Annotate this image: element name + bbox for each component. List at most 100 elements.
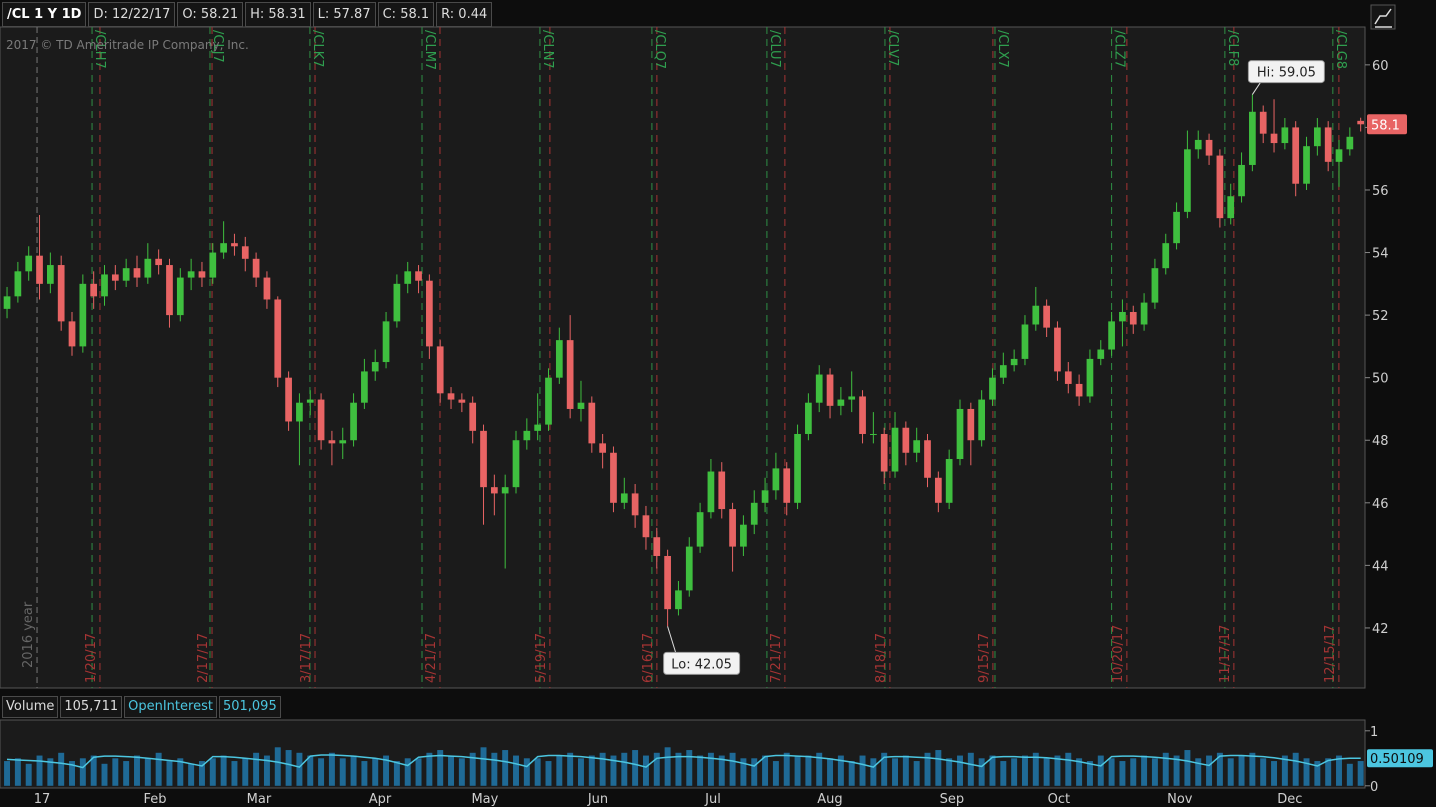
x-tick-label: Dec bbox=[1277, 792, 1302, 807]
oi-last-label: 0.50109 bbox=[1370, 752, 1424, 767]
candle-body bbox=[1086, 358, 1094, 397]
draw-tool-glyph bbox=[1374, 8, 1392, 28]
contract-label: /CLN7 bbox=[540, 30, 555, 69]
expiration-label: 5/19/17 bbox=[534, 633, 549, 683]
y-tick-label: 44 bbox=[1372, 559, 1389, 574]
year-label: 2016 year bbox=[21, 601, 36, 668]
volume-name: Volume bbox=[2, 696, 59, 718]
volume-bar bbox=[1206, 755, 1213, 786]
candle-body bbox=[68, 321, 76, 347]
candle-body bbox=[978, 399, 986, 441]
candle-body bbox=[436, 346, 444, 394]
volume-bar bbox=[361, 761, 368, 786]
lo-box bbox=[663, 651, 741, 675]
candle-body bbox=[1021, 324, 1029, 359]
volume-bar bbox=[1357, 761, 1364, 786]
y-tick-label: 48 bbox=[1372, 434, 1389, 449]
candle-body bbox=[1097, 349, 1105, 359]
volume-bar bbox=[534, 758, 541, 786]
lo-pointer bbox=[667, 626, 677, 653]
candle-body bbox=[1173, 211, 1180, 244]
x-tick-label: Jun bbox=[587, 792, 608, 807]
volume-bar bbox=[79, 758, 86, 786]
volume-bar bbox=[458, 758, 465, 786]
candle-body bbox=[166, 265, 173, 316]
candle-body bbox=[761, 490, 769, 503]
candle-body bbox=[1270, 133, 1278, 144]
volume-bar bbox=[426, 752, 433, 786]
volume-bar bbox=[783, 752, 790, 786]
volume-bar bbox=[177, 758, 184, 786]
open-interest-line bbox=[6, 754, 1361, 769]
contract-label: /CLH7 bbox=[92, 30, 107, 69]
candle-body bbox=[1162, 243, 1170, 269]
expiration-label: 6/16/17 bbox=[641, 633, 656, 683]
volume-bar bbox=[697, 755, 704, 786]
candle-body bbox=[155, 258, 163, 266]
volume-bar bbox=[69, 761, 75, 786]
candle-body bbox=[620, 493, 628, 503]
candle-body bbox=[815, 374, 823, 403]
volume-bar bbox=[577, 758, 584, 786]
volume-bar bbox=[545, 761, 552, 786]
volume-header: Volume 105,711 OpenInterest 501,095 bbox=[0, 696, 281, 718]
contract-label: /CLG8 bbox=[1333, 30, 1348, 69]
candle-body bbox=[1054, 327, 1061, 372]
candle-body bbox=[339, 440, 347, 444]
symbol[interactable]: /CL 1 Y 1D bbox=[2, 2, 87, 27]
volume-bar bbox=[448, 755, 455, 786]
candle-body bbox=[79, 283, 87, 347]
volume-bar bbox=[1086, 761, 1093, 786]
volume-bar bbox=[1021, 755, 1028, 786]
volume-bar bbox=[36, 755, 43, 786]
volume-bar bbox=[588, 755, 595, 786]
candle-body bbox=[1151, 268, 1159, 303]
volume-value: 105,711 bbox=[60, 696, 123, 718]
oi-value: 501,095 bbox=[218, 696, 281, 718]
volume-bar bbox=[664, 747, 671, 786]
candle-body bbox=[599, 443, 606, 453]
volume-bar bbox=[502, 750, 509, 786]
volume-bar bbox=[740, 758, 747, 786]
volume-bar bbox=[816, 752, 823, 786]
candle-body bbox=[90, 283, 98, 297]
volume-bar bbox=[762, 755, 769, 786]
candle-body bbox=[371, 362, 379, 372]
expiration-label: 3/17/17 bbox=[299, 633, 314, 683]
volume-bar bbox=[112, 758, 119, 786]
candle-body bbox=[1303, 146, 1310, 184]
candle-body bbox=[469, 402, 477, 431]
volume-bar bbox=[1000, 761, 1007, 786]
candle-body bbox=[306, 399, 314, 403]
draw-tool-icon[interactable] bbox=[1370, 4, 1396, 30]
expiration-label: 2/17/17 bbox=[196, 633, 211, 683]
volume-bar bbox=[101, 763, 108, 786]
volume-bar bbox=[144, 758, 151, 786]
candle-body bbox=[1043, 305, 1050, 328]
volume-bar bbox=[274, 747, 281, 786]
volume-bar bbox=[751, 758, 758, 786]
candle-body bbox=[664, 555, 671, 610]
volume-bar bbox=[859, 755, 866, 786]
volume-bar bbox=[4, 761, 11, 786]
volume-bar bbox=[123, 761, 130, 786]
volume-bar bbox=[1238, 755, 1245, 786]
candle-body bbox=[1292, 127, 1300, 184]
volume-bar bbox=[772, 761, 779, 786]
lo-label: Lo: 42.05 bbox=[671, 657, 732, 672]
draw-tool-frame[interactable] bbox=[1370, 4, 1396, 30]
candle-body bbox=[1346, 136, 1354, 150]
volume-bar bbox=[902, 755, 909, 786]
last-price-box bbox=[1367, 114, 1407, 135]
x-tick-label: Jul bbox=[704, 792, 721, 807]
x-tick-label: Feb bbox=[143, 792, 166, 807]
candle-body bbox=[642, 515, 650, 538]
volume-bar bbox=[1108, 758, 1115, 786]
volume-bar bbox=[166, 761, 173, 786]
volume-bar bbox=[1271, 761, 1278, 786]
header-high: H: 58.31 bbox=[245, 2, 311, 27]
candle-body bbox=[999, 365, 1007, 378]
volume-bar bbox=[675, 752, 682, 786]
